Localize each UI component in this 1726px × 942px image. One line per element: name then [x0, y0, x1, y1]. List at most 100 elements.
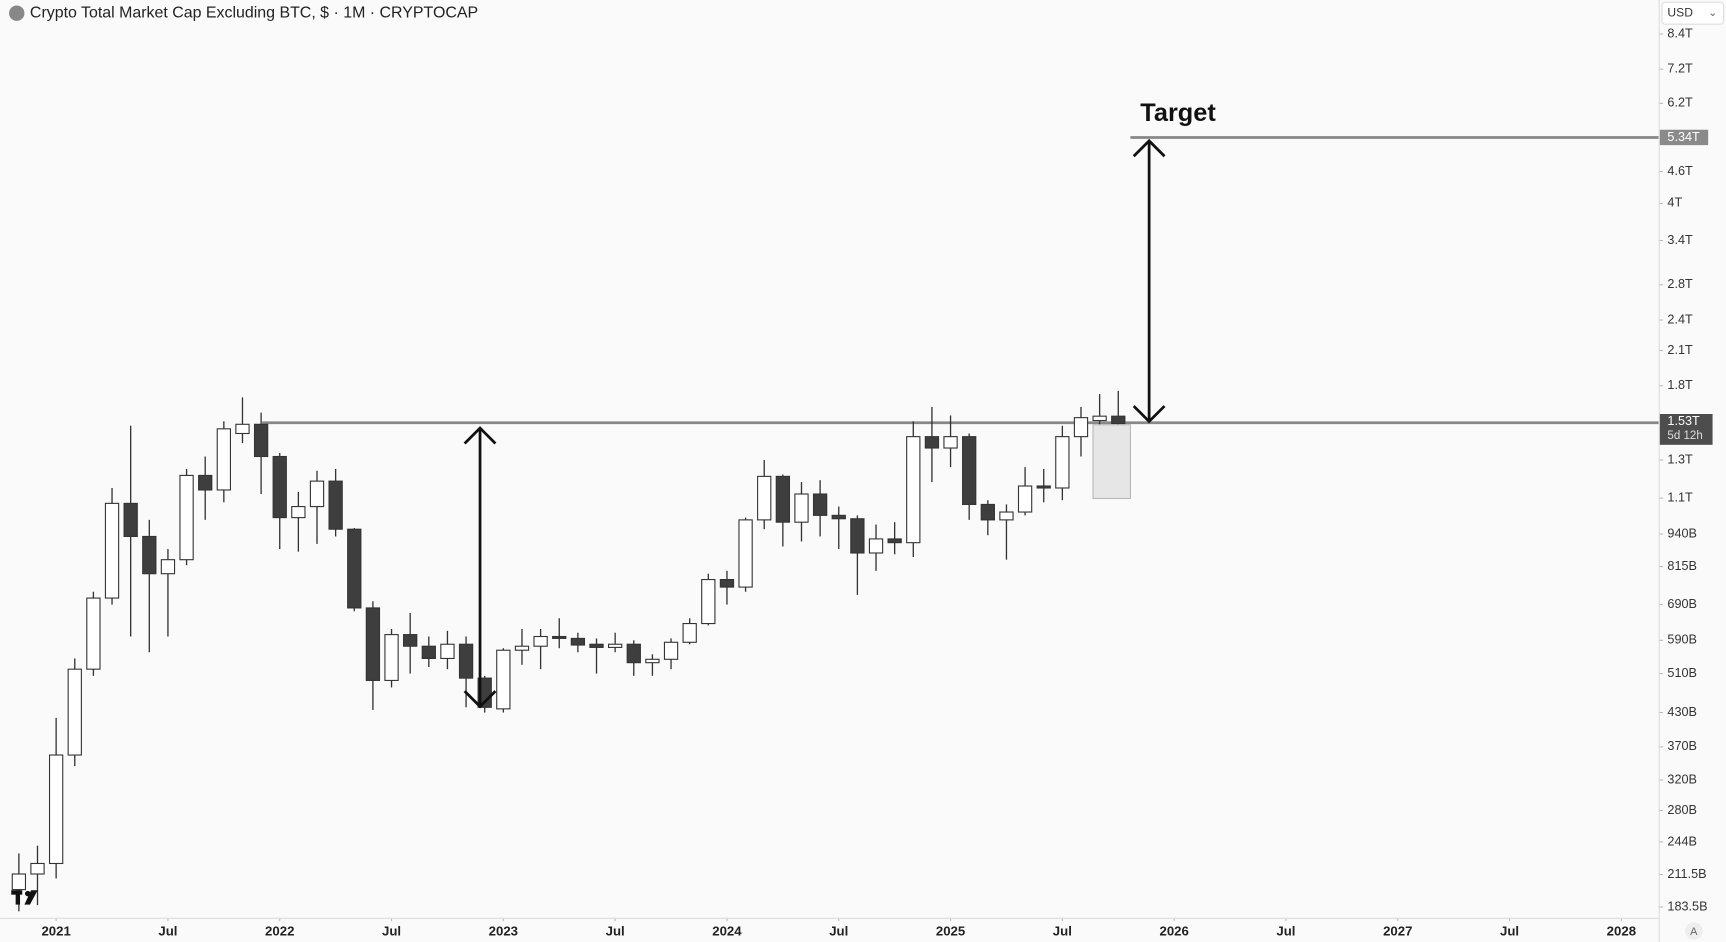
- candle-body: [309, 480, 325, 508]
- tv-logo: [11, 890, 38, 905]
- price-label: 5.34T: [1667, 130, 1700, 144]
- y-tick-label: 1.8T: [1667, 378, 1693, 392]
- x-tick-label: Jul: [382, 924, 401, 939]
- candle-body: [253, 423, 269, 458]
- candle-body: [384, 634, 399, 681]
- candle-body: [831, 514, 846, 520]
- y-tick-label: 940B: [1667, 526, 1697, 540]
- y-tick-label: 4T: [1667, 196, 1682, 210]
- candle-body: [980, 503, 995, 521]
- candle-body: [1073, 417, 1089, 438]
- y-tick-label: 510B: [1667, 666, 1697, 680]
- candle-body: [906, 436, 921, 544]
- candle-body: [943, 436, 958, 449]
- candle-body: [1111, 415, 1126, 425]
- candle-body: [67, 668, 82, 756]
- x-tick-label: Jul: [1053, 924, 1072, 939]
- candle-body: [589, 643, 604, 648]
- y-tick-label: 7.2T: [1667, 62, 1693, 76]
- y-tick-label: 280B: [1667, 803, 1697, 817]
- candle-body: [868, 538, 884, 554]
- candle-body: [514, 645, 530, 651]
- y-tick-label: 430B: [1667, 705, 1697, 719]
- candle-body: [682, 623, 697, 643]
- candle-body: [365, 607, 381, 681]
- y-tick-label: 2.8T: [1667, 277, 1693, 291]
- x-tick-label: 2027: [1383, 924, 1412, 939]
- x-tick-label: 2025: [936, 924, 965, 939]
- candle-body: [235, 423, 250, 435]
- candle-body: [1036, 485, 1051, 489]
- candle-body: [160, 559, 176, 575]
- candle-body: [421, 645, 436, 659]
- candle-body: [570, 637, 586, 646]
- price-label: 1.53T: [1667, 414, 1700, 428]
- candle-body: [701, 579, 716, 625]
- y-tick-label: 2.1T: [1667, 343, 1693, 357]
- candle-body: [663, 641, 679, 660]
- x-tick-label: Jul: [158, 924, 177, 939]
- symbol-icon: [9, 5, 25, 21]
- y-tick-label: 2.4T: [1667, 312, 1693, 326]
- price-label-box: [1659, 413, 1713, 445]
- candle-body: [850, 518, 865, 554]
- x-tick-label: 2026: [1159, 924, 1188, 939]
- y-tick-label: 690B: [1667, 597, 1697, 611]
- annotation: Target: [1140, 99, 1216, 127]
- y-tick-label: 3.4T: [1667, 233, 1693, 247]
- y-tick-label: 6.2T: [1667, 96, 1693, 110]
- y-tick-label: 320B: [1667, 772, 1697, 786]
- candle-body: [104, 502, 120, 599]
- candle-body: [347, 528, 362, 609]
- candle-body: [887, 538, 902, 544]
- x-tick-label: 2021: [41, 924, 70, 939]
- candle-body: [291, 506, 306, 519]
- x-tick-label: 2022: [265, 924, 294, 939]
- candle-body: [999, 511, 1014, 521]
- arrow-right: [1132, 138, 1166, 424]
- y-tick-label: 4.6T: [1667, 164, 1693, 178]
- y-tick-label: 244B: [1667, 834, 1697, 848]
- candle-body: [645, 658, 660, 664]
- candle-body: [48, 754, 64, 865]
- currency-button[interactable]: [1661, 1, 1725, 25]
- y-tick-label: 8.4T: [1667, 26, 1693, 40]
- countdown-label: 5d 12h: [1667, 430, 1702, 442]
- y-tick-label: 1.3T: [1667, 452, 1693, 466]
- candle-body: [738, 519, 753, 588]
- currency[interactable]: USD: [1667, 5, 1693, 19]
- candle-body: [552, 635, 567, 639]
- candle-body: [626, 643, 641, 664]
- candle-body: [11, 873, 27, 891]
- scale-mode[interactable]: A: [1690, 926, 1698, 938]
- y-tick-label: 370B: [1667, 739, 1697, 753]
- x-tick-label: 2028: [1607, 924, 1636, 939]
- candle-body: [403, 634, 418, 647]
- x-tick-label: Jul: [606, 924, 625, 939]
- candle-body: [757, 475, 772, 521]
- y-tick-label: 211.5B: [1667, 867, 1706, 881]
- y-tick-label: 815B: [1667, 559, 1697, 573]
- arrow-left: [463, 426, 497, 709]
- candle-body: [328, 480, 343, 530]
- x-tick-label: 2024: [712, 924, 742, 939]
- candle-body: [962, 436, 977, 505]
- candle-body: [924, 436, 940, 449]
- x-tick-label: Jul: [1276, 924, 1295, 939]
- candle-body: [719, 579, 735, 588]
- candle-body: [533, 635, 548, 647]
- candle-body: [440, 643, 455, 659]
- candle-body: [1055, 436, 1070, 489]
- plot-area: 183.5B 211.5B 244B 280B 320B 370B 430B 510B 590B…: [11, 26, 1713, 939]
- candle-body: [496, 649, 511, 710]
- x-tick-label: Jul: [829, 924, 848, 939]
- projection-box: [1092, 424, 1131, 500]
- candle-body: [30, 862, 45, 875]
- scale-mode-button[interactable]: [1685, 922, 1703, 940]
- candle-body: [272, 455, 287, 519]
- x-tick-label: 2023: [489, 924, 518, 939]
- candle-body: [607, 643, 623, 648]
- price-label-box: [1659, 129, 1709, 146]
